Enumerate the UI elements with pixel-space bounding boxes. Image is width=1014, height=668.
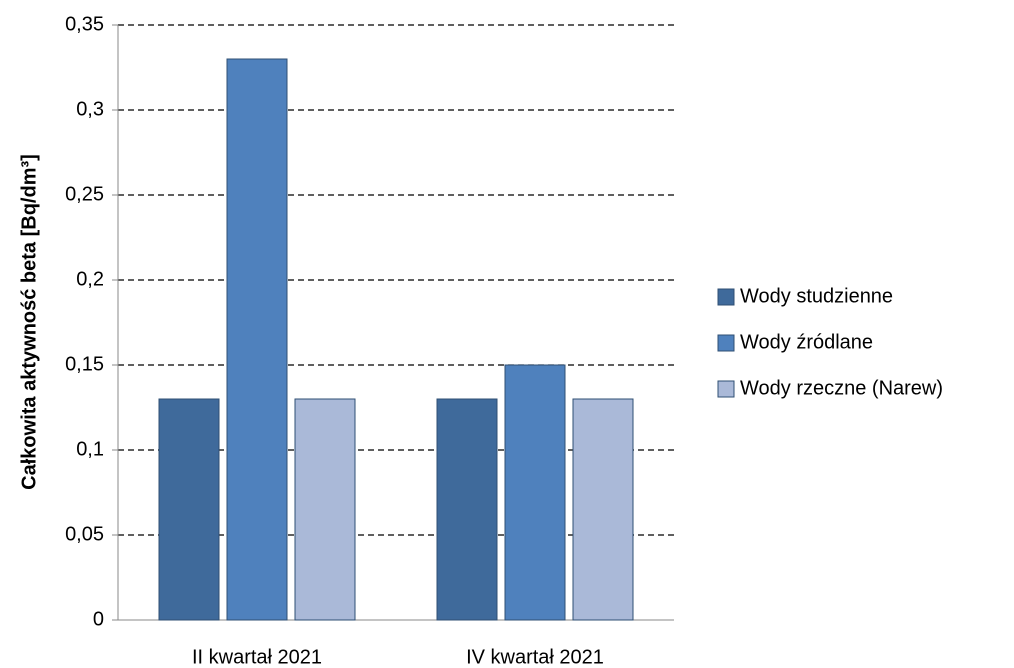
y-tick-label: 0,35	[65, 13, 104, 35]
y-tick-label: 0,1	[76, 438, 104, 460]
x-tick-label: II kwartał 2021	[192, 646, 322, 668]
y-axis-label: Całkowita aktywność beta [Bq/dm³]	[18, 154, 40, 490]
bar	[572, 398, 634, 621]
bar	[294, 398, 356, 621]
legend-swatch	[717, 334, 735, 352]
y-tick-label: 0,05	[65, 523, 104, 545]
legend-swatch	[717, 288, 735, 306]
y-tick-label: 0,25	[65, 183, 104, 205]
legend-label: Wody studzienne	[740, 285, 893, 307]
y-tick-label: 0,2	[76, 268, 104, 290]
y-tick-label: 0	[93, 608, 104, 630]
bar	[436, 398, 498, 621]
legend-swatch	[717, 380, 735, 398]
bar	[226, 58, 288, 621]
bar	[504, 364, 566, 621]
y-tick-label: 0,3	[76, 98, 104, 120]
legend-label: Wody rzeczne (Narew)	[740, 377, 943, 399]
bar	[158, 398, 220, 621]
y-tick-label: 0,15	[65, 353, 104, 375]
legend-label: Wody źródlane	[740, 331, 873, 353]
x-tick-label: IV kwartał 2021	[466, 646, 604, 668]
